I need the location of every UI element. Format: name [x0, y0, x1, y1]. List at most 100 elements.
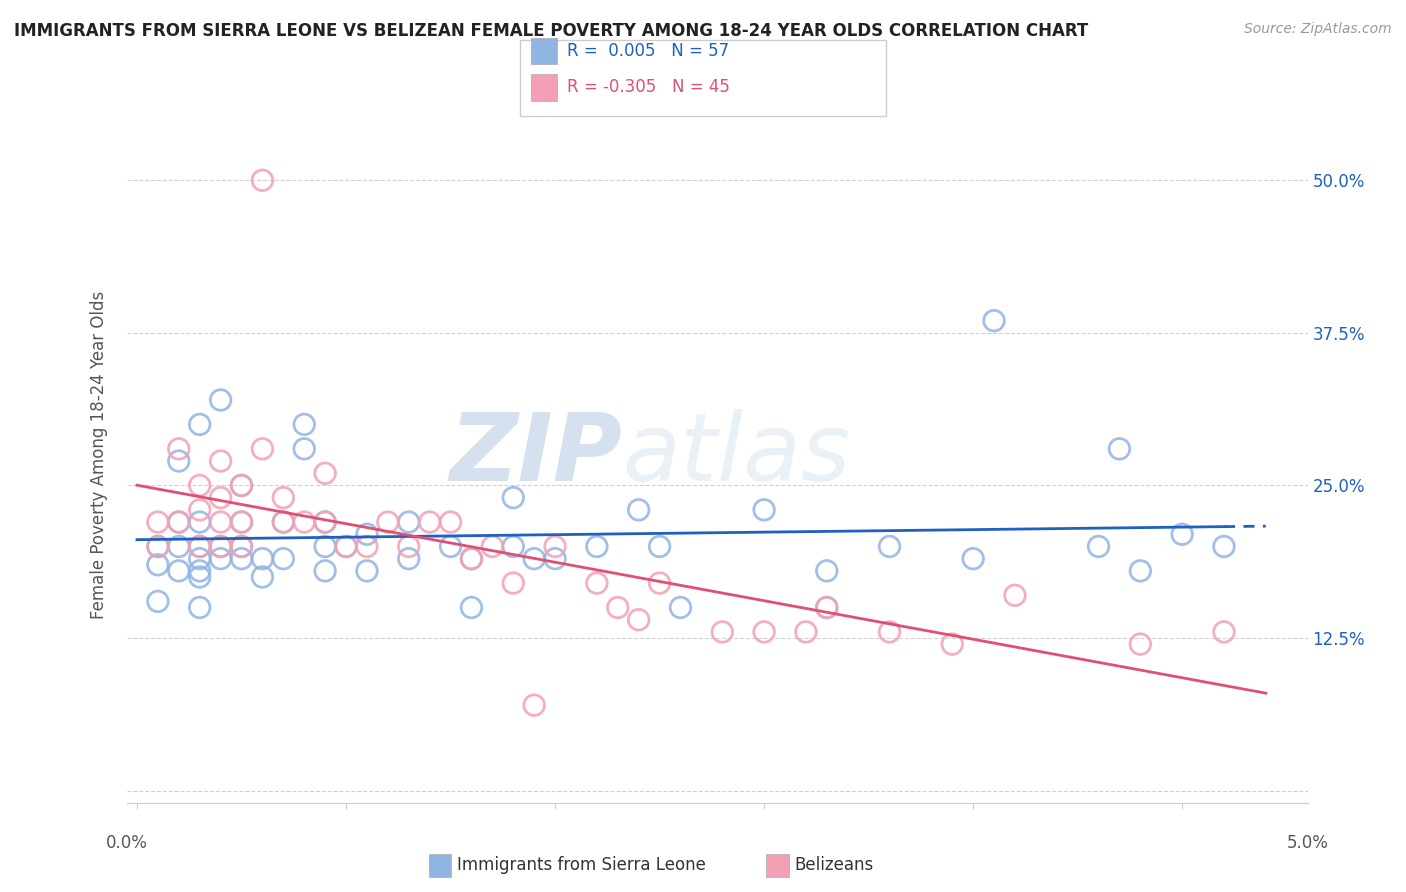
- Point: [523, 698, 546, 713]
- Point: [481, 540, 503, 554]
- Point: [167, 454, 190, 468]
- Point: [167, 515, 190, 529]
- Text: Immigrants from Sierra Leone: Immigrants from Sierra Leone: [457, 856, 706, 874]
- Point: [941, 637, 963, 651]
- Point: [606, 600, 628, 615]
- Point: [209, 491, 232, 505]
- Point: [627, 503, 650, 517]
- Point: [648, 540, 671, 554]
- Point: [209, 540, 232, 554]
- Text: Belizeans: Belizeans: [794, 856, 873, 874]
- Point: [627, 613, 650, 627]
- Point: [231, 540, 253, 554]
- Point: [188, 478, 211, 492]
- Text: ZIP: ZIP: [450, 409, 623, 501]
- Point: [962, 551, 984, 566]
- Point: [146, 540, 169, 554]
- Point: [815, 600, 838, 615]
- Point: [711, 624, 734, 639]
- Point: [794, 624, 817, 639]
- Point: [335, 540, 357, 554]
- Point: [292, 515, 315, 529]
- Point: [167, 515, 190, 529]
- Point: [1129, 637, 1152, 651]
- Point: [188, 540, 211, 554]
- Point: [419, 515, 441, 529]
- Point: [314, 515, 336, 529]
- Point: [502, 576, 524, 591]
- Point: [356, 540, 378, 554]
- Point: [231, 515, 253, 529]
- Point: [146, 540, 169, 554]
- Point: [377, 515, 399, 529]
- Point: [167, 564, 190, 578]
- Point: [1087, 540, 1109, 554]
- Text: 0.0%: 0.0%: [105, 834, 148, 852]
- Point: [188, 515, 211, 529]
- Point: [314, 564, 336, 578]
- Point: [188, 564, 211, 578]
- Point: [273, 515, 295, 529]
- Point: [146, 558, 169, 572]
- Text: 5.0%: 5.0%: [1286, 834, 1329, 852]
- Point: [314, 540, 336, 554]
- Point: [1213, 540, 1236, 554]
- Point: [586, 576, 609, 591]
- Point: [292, 417, 315, 432]
- Text: Source: ZipAtlas.com: Source: ZipAtlas.com: [1244, 22, 1392, 37]
- Point: [314, 515, 336, 529]
- Point: [502, 540, 524, 554]
- Point: [252, 442, 274, 456]
- Point: [879, 540, 901, 554]
- Y-axis label: Female Poverty Among 18-24 Year Olds: Female Poverty Among 18-24 Year Olds: [90, 291, 108, 619]
- Point: [1004, 588, 1026, 602]
- Point: [167, 540, 190, 554]
- Point: [292, 442, 315, 456]
- Point: [356, 564, 378, 578]
- Point: [502, 491, 524, 505]
- Point: [648, 576, 671, 591]
- Point: [231, 478, 253, 492]
- Point: [231, 540, 253, 554]
- Point: [188, 600, 211, 615]
- Point: [231, 515, 253, 529]
- Point: [209, 540, 232, 554]
- Point: [460, 551, 482, 566]
- Point: [669, 600, 692, 615]
- Point: [231, 551, 253, 566]
- Point: [1129, 564, 1152, 578]
- Point: [460, 600, 482, 615]
- Point: [879, 624, 901, 639]
- Point: [167, 442, 190, 456]
- Point: [983, 313, 1005, 327]
- Point: [314, 467, 336, 481]
- Text: R =  0.005   N = 57: R = 0.005 N = 57: [567, 42, 728, 60]
- Point: [752, 624, 775, 639]
- Point: [209, 551, 232, 566]
- Point: [1213, 624, 1236, 639]
- Point: [1171, 527, 1194, 541]
- Point: [439, 540, 461, 554]
- Point: [398, 515, 420, 529]
- Point: [398, 540, 420, 554]
- Text: R = -0.305   N = 45: R = -0.305 N = 45: [567, 78, 730, 96]
- Point: [146, 515, 169, 529]
- Point: [544, 540, 567, 554]
- Point: [209, 515, 232, 529]
- Point: [460, 551, 482, 566]
- Point: [231, 478, 253, 492]
- Point: [273, 551, 295, 566]
- Point: [252, 570, 274, 584]
- Point: [1108, 442, 1130, 456]
- Point: [752, 503, 775, 517]
- Text: IMMIGRANTS FROM SIERRA LEONE VS BELIZEAN FEMALE POVERTY AMONG 18-24 YEAR OLDS CO: IMMIGRANTS FROM SIERRA LEONE VS BELIZEAN…: [14, 22, 1088, 40]
- Point: [815, 600, 838, 615]
- Point: [188, 570, 211, 584]
- Point: [273, 491, 295, 505]
- Point: [188, 540, 211, 554]
- Point: [146, 594, 169, 608]
- Point: [523, 551, 546, 566]
- Text: atlas: atlas: [623, 409, 851, 500]
- Point: [209, 392, 232, 407]
- Point: [252, 551, 274, 566]
